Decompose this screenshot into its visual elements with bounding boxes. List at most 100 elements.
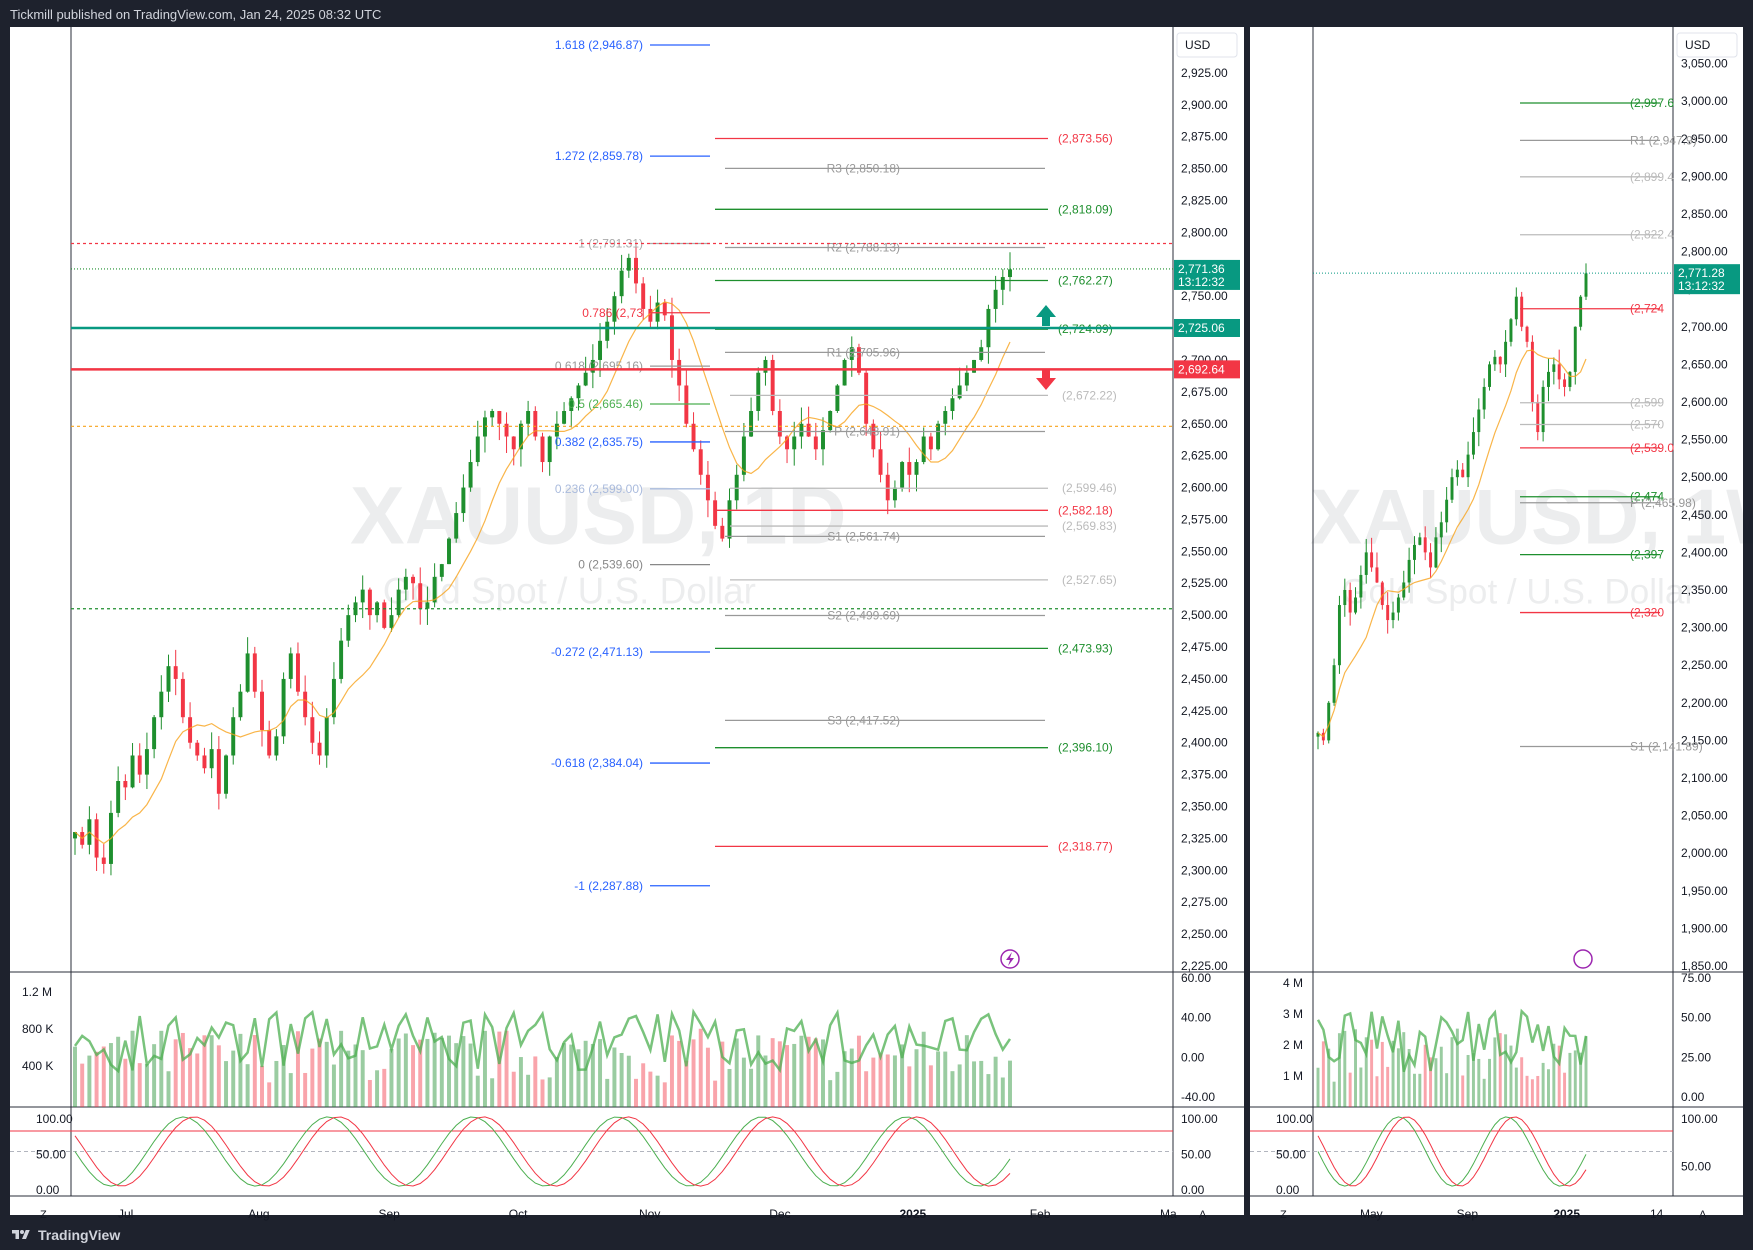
candle-body (281, 678, 286, 737)
volume-bar (1327, 1048, 1331, 1107)
candle-body (1337, 605, 1341, 666)
candle-body (677, 359, 682, 386)
symbol-watermark: XAUUSD, 1D (350, 471, 847, 562)
volume-bar (231, 1050, 236, 1107)
volume-bar (1380, 1041, 1384, 1107)
price-tick-label: 2,750.00 (1181, 289, 1228, 303)
volume-bar (1547, 1069, 1550, 1107)
candle-body (295, 653, 300, 692)
candle-body (1386, 605, 1390, 621)
price-tick-label: 2,300.00 (1181, 863, 1228, 877)
brand-name: TradingView (38, 1227, 121, 1243)
pivot-level-label: S2 (2,499.69) (827, 609, 900, 623)
candle-body (777, 411, 782, 437)
price-tick-label: 1,950.00 (1681, 884, 1728, 898)
auto-scale-icon: A (1199, 1209, 1207, 1221)
candle-body (741, 436, 746, 475)
left-chart[interactable]: USD 2,925.00 2,900.00 2,875.00 2,850.00 2,825… (10, 27, 1244, 1221)
stoch-left-label: 0.00 (1276, 1183, 1300, 1197)
volume-bar (411, 1045, 416, 1107)
volume-bar (1337, 1033, 1341, 1107)
volume-bar (1461, 1075, 1465, 1107)
volume-bar (490, 1078, 495, 1107)
candle-body (914, 462, 919, 475)
volume-bar (159, 1030, 164, 1107)
candle-body (849, 347, 854, 360)
candle-body (1455, 469, 1459, 478)
volume-bar (224, 1061, 229, 1107)
price-tick-label: 2,450.00 (1181, 672, 1228, 686)
price-tick-label: 2,500.00 (1181, 608, 1228, 622)
candle-body (475, 436, 480, 463)
candle-body (396, 589, 401, 616)
right-chart[interactable]: USD 3,050.00 3,000.00 2,950.00 2,900.00 2,850… (1250, 27, 1753, 1221)
volume-bar (245, 1064, 250, 1107)
tradingview-brand[interactable]: TradingView (10, 1227, 120, 1243)
volume-bar (482, 1030, 487, 1107)
candle-body (202, 755, 207, 769)
time-axis-label: May (1360, 1207, 1383, 1221)
volume-bar (533, 1056, 538, 1107)
volume-bar (892, 1055, 897, 1107)
candle-body (698, 449, 703, 475)
volume-bar (389, 1048, 394, 1107)
candle-body (590, 359, 595, 373)
weekly-price-badge (1674, 264, 1740, 295)
candle-body (231, 717, 236, 756)
volume-bar (1008, 1060, 1012, 1107)
volume-bar (691, 1039, 696, 1107)
candle-body (267, 729, 272, 756)
price-tick-label: 2,700.00 (1681, 320, 1728, 334)
price-badge (1174, 318, 1240, 337)
volume-bar (885, 1054, 890, 1107)
weekly-level-label: (2,474 (1630, 490, 1664, 504)
volume-bar (295, 1031, 300, 1107)
price-tick-label: 2,950.00 (1681, 132, 1728, 146)
price-badge (1174, 259, 1240, 290)
candle-body (252, 653, 257, 692)
volume-bar (1332, 1081, 1336, 1107)
time-axis-label: Sep (1457, 1207, 1479, 1221)
rsi-axis-label: 0.00 (1681, 1090, 1705, 1104)
candle-body (1008, 269, 1012, 278)
weekly-level-label: R1 (2,947.9) (1630, 133, 1697, 147)
volume-bar (1375, 1076, 1379, 1107)
candle-body (1391, 612, 1395, 621)
candle-body (173, 666, 178, 679)
volume-bar (907, 1066, 912, 1107)
weekly-volume-axis-label: 1 M (1283, 1069, 1303, 1083)
volume-bar (432, 1032, 437, 1107)
stoch-left-label: 50.00 (1276, 1148, 1306, 1162)
price-tick-label: 2,375.00 (1181, 768, 1228, 782)
price-badge-label: 2,692.64 (1178, 362, 1225, 376)
candle-body (1354, 597, 1357, 613)
volume-bar (267, 1082, 272, 1107)
volume-bar (741, 1057, 746, 1107)
candle-body (727, 500, 732, 539)
price-tick-label: 2,350.00 (1681, 583, 1728, 597)
candle-body (1316, 732, 1320, 737)
price-badge-countdown: 13:12:32 (1178, 275, 1225, 289)
rsi-axis-label: 25.00 (1681, 1050, 1711, 1064)
volume-bar (1525, 1075, 1529, 1107)
volume-bar (1445, 1073, 1449, 1107)
time-axis-label: Dec (769, 1207, 790, 1221)
candle-body (993, 289, 998, 309)
volume-bar (518, 1057, 523, 1107)
volume-bar (1000, 1077, 1005, 1107)
rsi-axis-label: 0.00 (1181, 1050, 1205, 1064)
volume-bar (1450, 1037, 1454, 1107)
fib-level-label: -1 (2,287.88) (574, 879, 643, 893)
volume-bar (1466, 1054, 1470, 1107)
time-axis-label: Nov (639, 1207, 660, 1221)
candle-body (346, 615, 351, 641)
weekly-level-label: (2,899.4 (1630, 170, 1674, 184)
volume-bar (1316, 1067, 1320, 1107)
candle-body (101, 857, 106, 864)
time-axis-label: Ma (1160, 1207, 1177, 1221)
volume-bar (1439, 1046, 1443, 1107)
weekly-level-label: (2,724 (1630, 302, 1664, 316)
short-arrow-icon (1036, 369, 1056, 390)
volume-bar (202, 1035, 207, 1107)
